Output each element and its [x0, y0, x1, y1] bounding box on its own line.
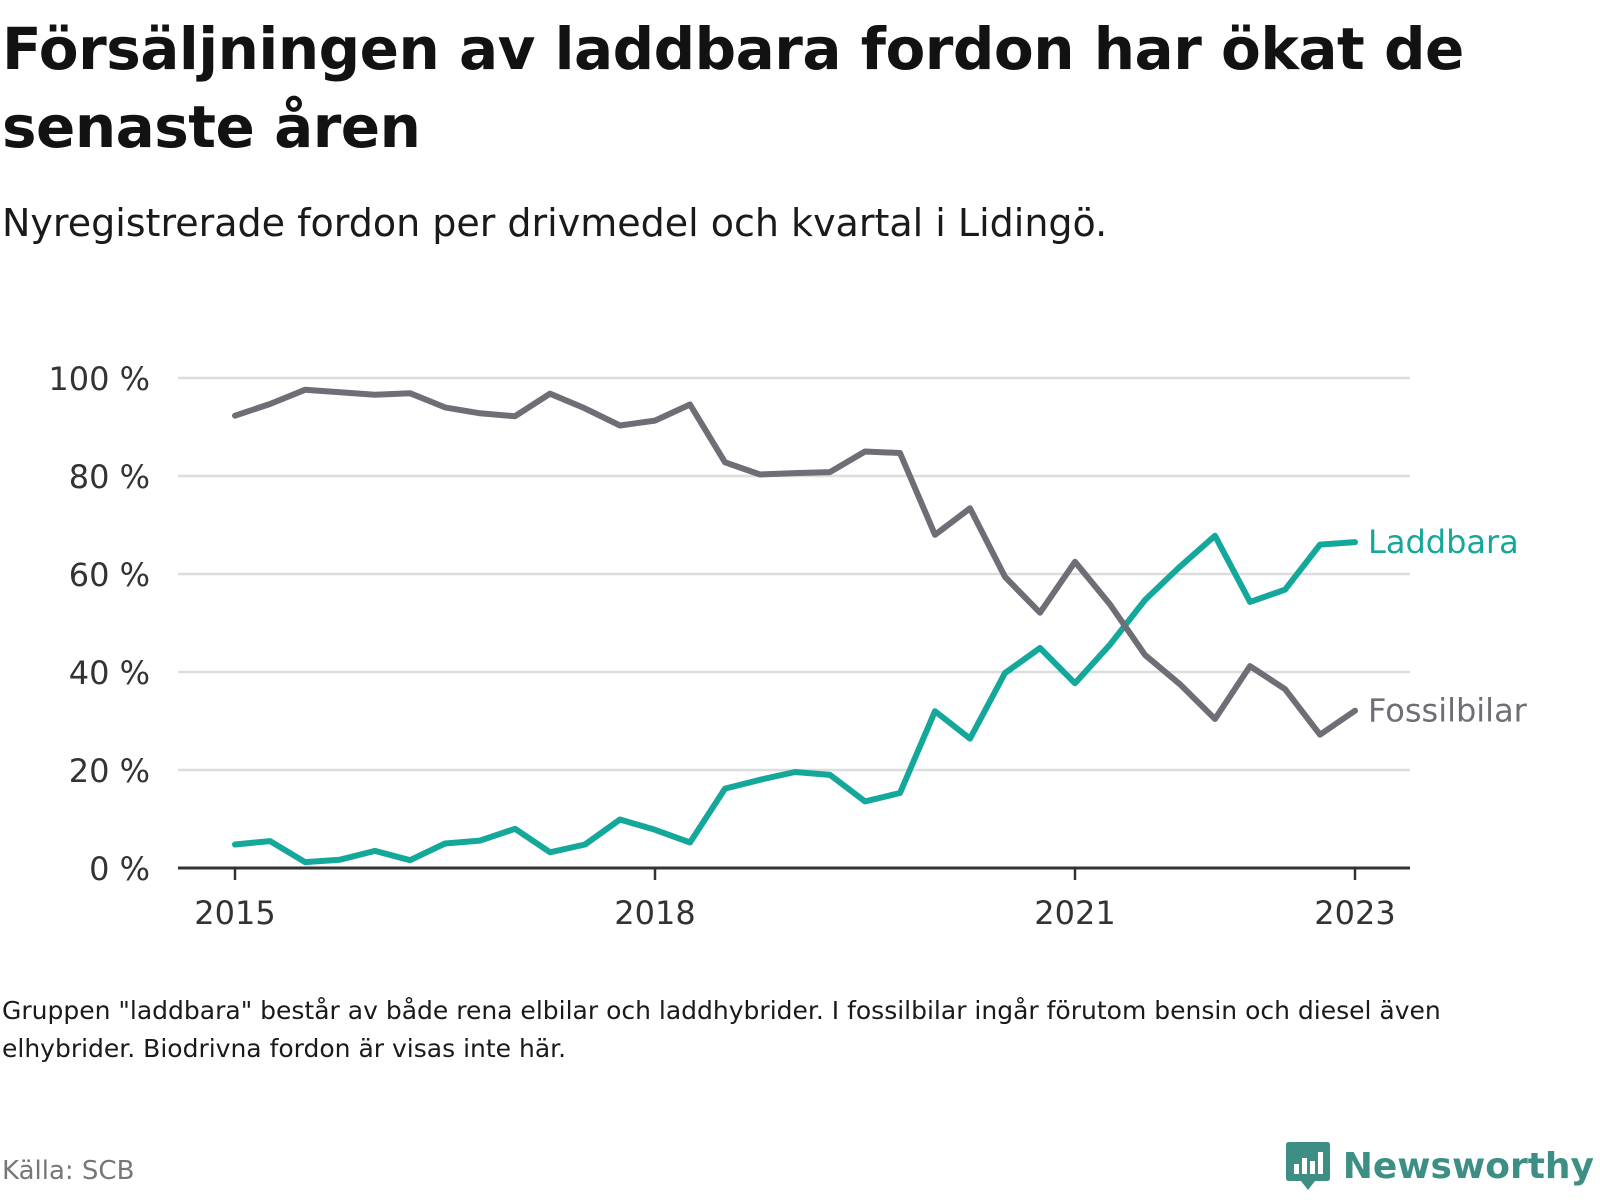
brand-name: Newsworthy [1342, 1145, 1594, 1187]
x-tick-label: 2015 [194, 894, 275, 930]
y-tick-label: 40 % [69, 654, 150, 692]
y-tick-label: 80 % [69, 458, 150, 496]
y-tick-label: 100 % [48, 360, 150, 398]
x-tick-label: 2018 [614, 894, 695, 930]
series-lines [232, 386, 1358, 866]
footnote: Gruppen "laddbara" består av både rena e… [2, 996, 1441, 1063]
x-tick-label: 2021 [1034, 894, 1115, 930]
y-tick-label: 60 % [69, 556, 150, 594]
x-axis: 2015 2018 2021 2023 [178, 866, 1410, 930]
line-chart: 0 % 20 % 40 % 60 % 80 % 100 % 2015 2018 2021 202… [48, 360, 1528, 930]
gridlines [178, 376, 1410, 772]
brand-logo[interactable]: Newsworthy [1285, 1140, 1594, 1192]
chart-title: Försäljningen av laddbara fordon har öka… [2, 15, 1464, 161]
series-label-fossilbilar: Fossilbilar [1368, 692, 1528, 730]
source-label: Källa: SCB [2, 1156, 135, 1186]
chart-subtitle: Nyregistrerade fordon per drivmedel och … [2, 201, 1108, 245]
y-tick-label: 0 % [89, 850, 150, 888]
series-line-fossilbilar [232, 386, 1358, 738]
newsworthy-logo-icon [1285, 1142, 1330, 1190]
y-axis-ticks: 0 % 20 % 40 % 60 % 80 % 100 % [48, 360, 150, 888]
series-labels: Laddbara Fossilbilar [1368, 523, 1528, 730]
series-label-laddbara: Laddbara [1368, 523, 1519, 561]
series-line-laddbara [232, 532, 1358, 866]
y-tick-label: 20 % [69, 752, 150, 790]
x-tick-label: 2023 [1314, 894, 1395, 930]
